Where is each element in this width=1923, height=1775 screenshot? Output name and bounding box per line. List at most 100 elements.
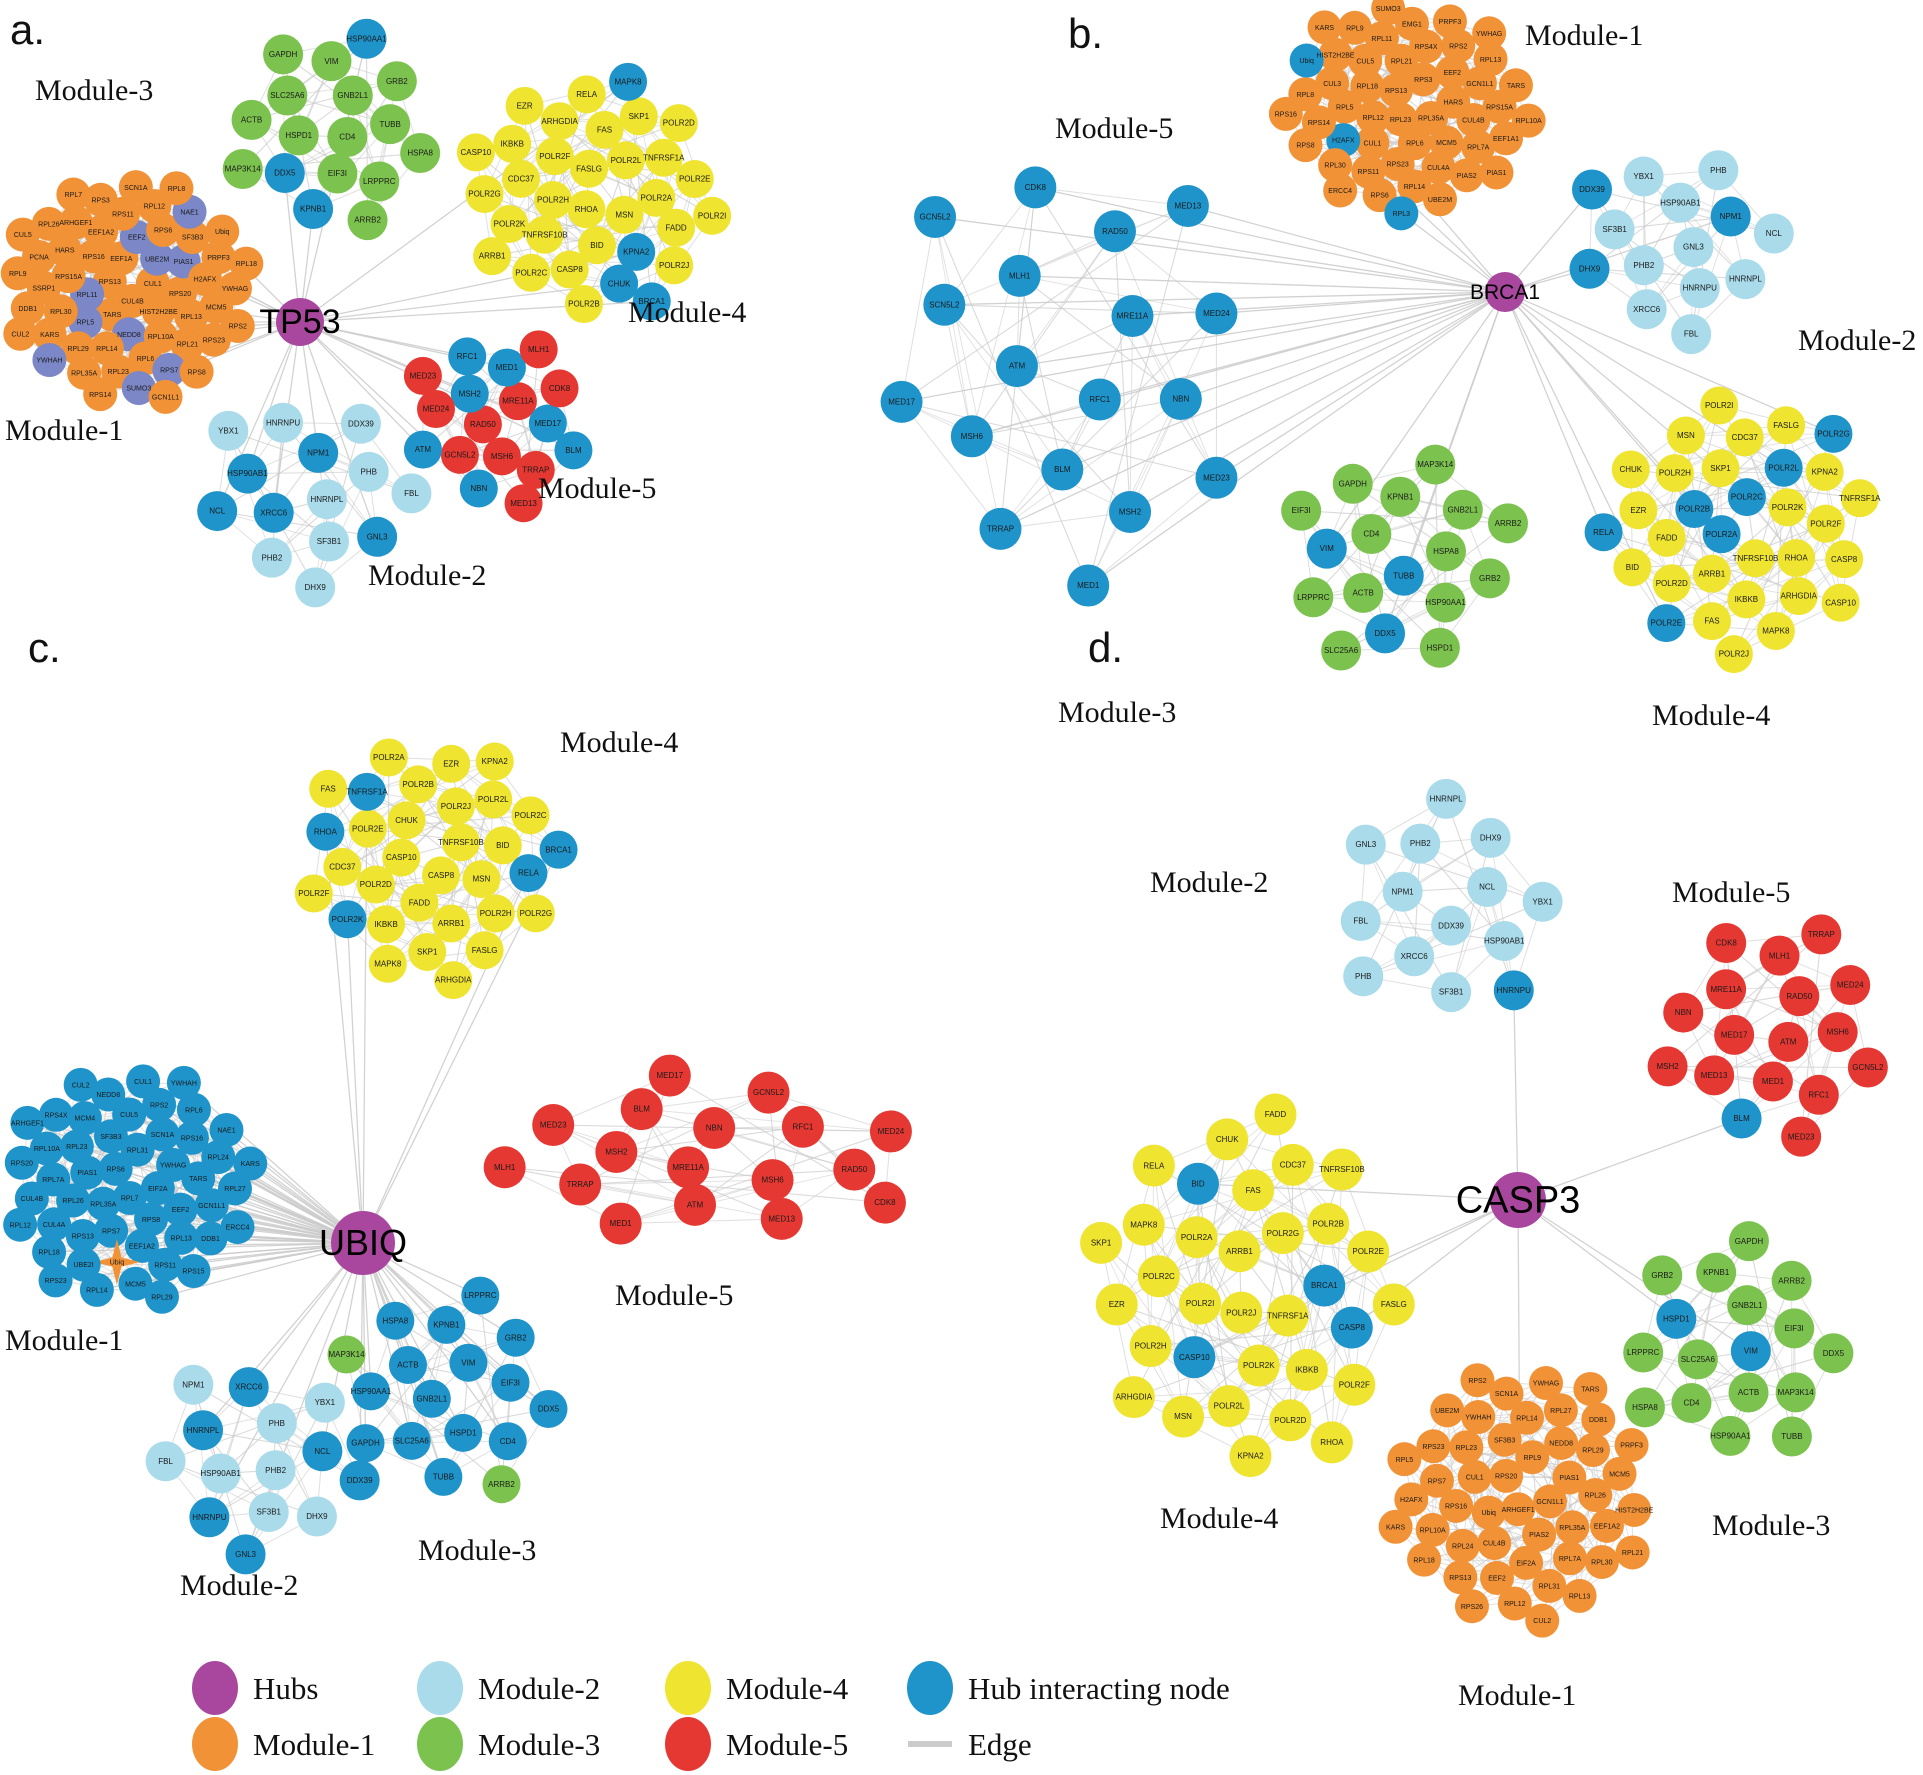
node-EIF3I[interactable] <box>1774 1308 1815 1349</box>
node-YWHAH[interactable] <box>166 1065 201 1100</box>
node-RPS13[interactable] <box>1379 73 1414 108</box>
node-ACTB[interactable] <box>388 1345 427 1384</box>
node-RPS8[interactable] <box>179 354 214 389</box>
node-EIF3I[interactable] <box>1281 490 1322 531</box>
node-RPL13[interactable] <box>1562 1578 1597 1613</box>
node-HSPA8[interactable] <box>400 133 441 174</box>
node-PRPF3[interactable] <box>1432 4 1467 39</box>
node-PIAS1[interactable] <box>1552 1460 1587 1495</box>
node-IKBKB[interactable] <box>367 905 406 944</box>
node-GAPDH[interactable] <box>1332 463 1373 504</box>
node-RELA[interactable] <box>567 75 606 114</box>
node-FAS[interactable] <box>1232 1169 1275 1212</box>
node-PHB[interactable] <box>1698 150 1739 191</box>
node-MED17[interactable] <box>880 380 923 423</box>
node-MAP3K14[interactable] <box>327 1335 366 1374</box>
node-CUL2[interactable] <box>63 1067 98 1102</box>
node-NPM1[interactable] <box>173 1364 214 1405</box>
node-EIF2A[interactable] <box>1509 1545 1544 1580</box>
node-FBL[interactable] <box>391 473 432 514</box>
node-HNRNPL[interactable] <box>1725 259 1766 300</box>
node-RPL27[interactable] <box>1543 1393 1578 1428</box>
node-CDK8[interactable] <box>1014 166 1057 209</box>
node-RPS13[interactable] <box>65 1219 100 1254</box>
node-RPL7[interactable] <box>112 1181 147 1216</box>
node-HSP90AA1[interactable] <box>346 18 387 59</box>
node-BLM[interactable] <box>1041 448 1084 491</box>
node-MSH2[interactable] <box>595 1130 638 1173</box>
node-EZR[interactable] <box>505 86 544 125</box>
node-HSPD1[interactable] <box>278 115 319 156</box>
node-POLR2A[interactable] <box>1175 1216 1218 1259</box>
node-DDX39[interactable] <box>340 403 381 444</box>
node-YBX1[interactable] <box>1623 156 1664 197</box>
node-GRB2[interactable] <box>496 1318 535 1357</box>
node-RPL29[interactable] <box>144 1279 179 1314</box>
node-LRPPRC[interactable] <box>1293 577 1334 618</box>
node-POLR2I[interactable] <box>1179 1282 1222 1325</box>
node-EEF2[interactable] <box>1479 1560 1514 1595</box>
node-MED23[interactable] <box>403 356 442 395</box>
node-GAPDH[interactable] <box>1728 1221 1769 1262</box>
node-RPL14[interactable] <box>1397 169 1432 204</box>
node-RAD50[interactable] <box>833 1148 876 1191</box>
node-KPNB1[interactable] <box>293 189 334 230</box>
node-RPL7[interactable] <box>56 177 91 212</box>
node-POLR2F[interactable] <box>294 874 333 913</box>
node-MED23[interactable] <box>1781 1116 1822 1157</box>
node-NCL[interactable] <box>302 1431 343 1472</box>
node-CASP8[interactable] <box>1330 1306 1373 1349</box>
node-CDC37[interactable] <box>323 847 362 886</box>
node-TUBB[interactable] <box>1383 555 1424 596</box>
node-POLR2L[interactable] <box>1207 1385 1250 1428</box>
node-RPS8[interactable] <box>1288 128 1323 163</box>
node-FADD[interactable] <box>1254 1093 1297 1136</box>
node-POLR2G[interactable] <box>1814 414 1853 453</box>
node-MED1[interactable] <box>487 348 526 387</box>
node-POLR2K[interactable] <box>1768 488 1807 527</box>
node-MED17[interactable] <box>528 404 567 443</box>
node-POLR2B[interactable] <box>1307 1202 1350 1245</box>
node-NPM1[interactable] <box>298 432 339 473</box>
node-SLC25A6[interactable] <box>1677 1339 1718 1380</box>
node-BRCA1[interactable] <box>539 830 578 869</box>
node-HNRNPU[interactable] <box>189 1497 230 1538</box>
node-FAS[interactable] <box>585 110 624 149</box>
node-CASP8[interactable] <box>422 856 461 895</box>
node-MAP3K14[interactable] <box>1415 444 1456 485</box>
node-YWHAG[interactable] <box>1472 16 1507 51</box>
node-POLR2C[interactable] <box>511 796 550 835</box>
node-CDK8[interactable] <box>1706 922 1747 963</box>
node-EIF3I[interactable] <box>491 1363 530 1402</box>
node-POLR2J[interactable] <box>655 246 694 285</box>
node-ARRB1[interactable] <box>1692 554 1731 593</box>
node-CASP10[interactable] <box>382 838 421 877</box>
node-MRE11A[interactable] <box>667 1146 710 1189</box>
node-ERCC4[interactable] <box>1323 173 1358 208</box>
node-RPL9[interactable] <box>1515 1440 1550 1475</box>
node-VIM[interactable] <box>1730 1331 1771 1372</box>
node-ARHGEF1[interactable] <box>10 1105 45 1140</box>
node-POLR2H[interactable] <box>534 181 573 220</box>
node-RPL7A[interactable] <box>1461 129 1496 164</box>
node-CD4[interactable] <box>488 1422 527 1461</box>
node-FAS[interactable] <box>309 769 348 808</box>
node-RPS11[interactable] <box>148 1247 183 1282</box>
node-XRCC6[interactable] <box>253 492 294 533</box>
node-BRCA1[interactable] <box>1303 1264 1346 1307</box>
node-SCN5L2[interactable] <box>923 283 966 326</box>
node-EEF2[interactable] <box>163 1192 198 1227</box>
node-RPL11[interactable] <box>1364 21 1399 56</box>
node-RPL5[interactable] <box>1387 1442 1422 1477</box>
node-RPL12[interactable] <box>3 1207 38 1242</box>
node-BRCA1[interactable] <box>632 282 671 321</box>
node-KARS[interactable] <box>32 317 67 352</box>
node-POLR2B[interactable] <box>399 765 438 804</box>
node-TNFRSF1A[interactable] <box>644 138 683 177</box>
node-POLR2G[interactable] <box>1261 1212 1304 1255</box>
node-MED1[interactable] <box>599 1202 642 1245</box>
node-VIM[interactable] <box>1306 528 1347 569</box>
node-IKBKB[interactable] <box>1727 580 1766 619</box>
node-HNRNPL[interactable] <box>306 479 347 520</box>
node-DDX5[interactable] <box>529 1389 568 1428</box>
